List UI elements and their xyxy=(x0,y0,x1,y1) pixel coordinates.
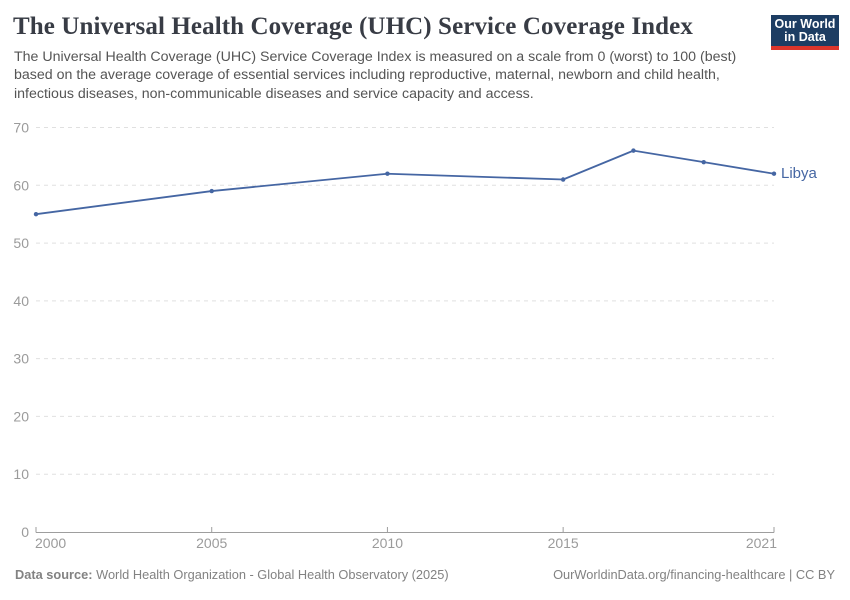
data-source: Data source: World Health Organization -… xyxy=(15,567,449,582)
chart-footer: Data source: World Health Organization -… xyxy=(15,567,835,582)
chart-subtitle: The Universal Health Coverage (UHC) Serv… xyxy=(14,49,737,102)
owid-logo-line1: Our World xyxy=(774,16,836,31)
y-axis-tick-label-0: 0 xyxy=(21,524,29,540)
x-axis-tick-label-2021: 2021 xyxy=(746,535,777,551)
data-source-label: Data source: xyxy=(15,567,93,582)
data-point-libya-2000[interactable] xyxy=(33,211,39,217)
x-axis-tick-label-2005: 2005 xyxy=(196,535,227,551)
series-label-libya[interactable]: Libya xyxy=(781,165,818,182)
data-point-libya-2005[interactable] xyxy=(209,188,214,194)
data-point-libya-2015[interactable] xyxy=(560,177,566,182)
y-axis-tick-label-70: 70 xyxy=(13,120,29,136)
data-point-libya-2010[interactable] xyxy=(385,171,390,176)
data-point-libya-2021[interactable] xyxy=(771,171,777,176)
series-line-libya[interactable] xyxy=(35,149,775,216)
y-axis-tick-label-30: 30 xyxy=(13,351,29,367)
data-source-text: World Health Organization - Global Healt… xyxy=(96,567,449,582)
x-axis-tick-label-2000: 2000 xyxy=(35,535,66,551)
chart-title: The Universal Health Coverage (UHC) Serv… xyxy=(13,13,693,40)
y-axis-tick-label-60: 60 xyxy=(13,177,29,193)
x-axis-tick-label-2010: 2010 xyxy=(372,535,403,551)
x-axis-tick-label-2015: 2015 xyxy=(548,535,579,551)
owid-logo[interactable]: Our World in Data xyxy=(771,15,839,50)
y-axis-tick-label-20: 20 xyxy=(13,408,29,424)
data-point-libya-2019[interactable] xyxy=(701,159,706,165)
attribution-link[interactable]: OurWorldinData.org/financing-healthcare … xyxy=(553,567,835,582)
data-point-libya-2017[interactable] xyxy=(631,148,636,153)
y-axis-tick-label-40: 40 xyxy=(13,293,29,309)
y-axis-tick-label-10: 10 xyxy=(13,466,29,482)
y-axis-tick-label-50: 50 xyxy=(13,235,29,251)
owid-logo-line2: in Data xyxy=(784,29,826,44)
